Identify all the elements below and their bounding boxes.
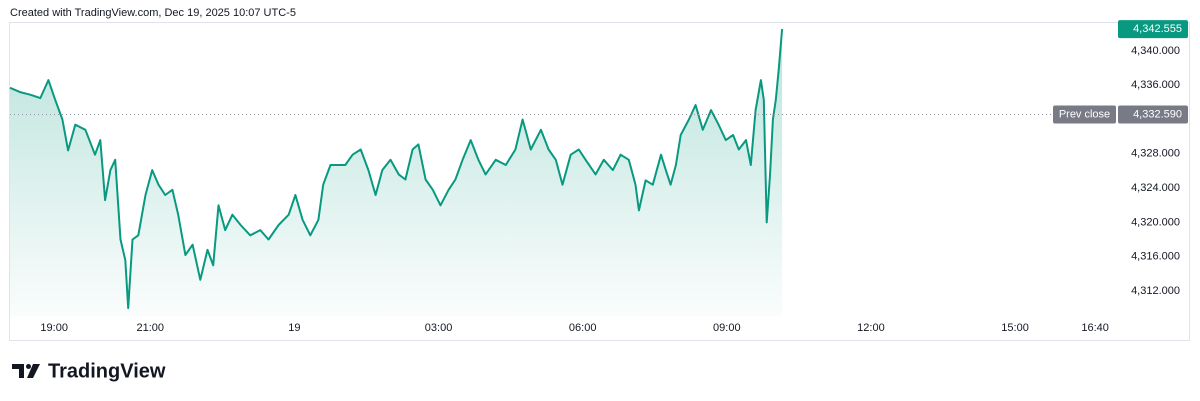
prev-close-value: 4,332.590 bbox=[1133, 108, 1182, 120]
x-tick-label: 19 bbox=[288, 322, 300, 334]
area-fill bbox=[10, 29, 783, 316]
y-tick-label: 4,320.000 bbox=[1131, 216, 1180, 228]
x-tick-label: 21:00 bbox=[137, 322, 165, 334]
y-tick-label: 4,340.000 bbox=[1131, 45, 1180, 57]
x-tick-label: 09:00 bbox=[713, 322, 741, 334]
y-tick-label: 4,336.000 bbox=[1131, 79, 1180, 91]
prev-close-name: Prev close bbox=[1059, 108, 1110, 120]
prev-close-name-box bbox=[1053, 105, 1116, 124]
header: Created with TradingView.com, Dec 19, 20… bbox=[10, 7, 296, 19]
brand-name: TradingView bbox=[48, 360, 166, 382]
x-tick-label: 06:00 bbox=[569, 322, 597, 334]
x-tick-label: 19:00 bbox=[40, 322, 68, 334]
y-tick-label: 4,312.000 bbox=[1131, 285, 1180, 297]
chart-border bbox=[9, 22, 1190, 341]
prev-close-value-box bbox=[1118, 105, 1188, 124]
x-tick-label: 03:00 bbox=[425, 322, 453, 334]
y-tick-label: 4,316.000 bbox=[1131, 251, 1180, 263]
x-tick-label: 12:00 bbox=[857, 322, 885, 334]
last-price-box bbox=[1118, 20, 1188, 39]
x-tick-label: 16:40 bbox=[1081, 322, 1109, 334]
last-price-label: 4,342.555 bbox=[1133, 23, 1182, 35]
y-tick-label: 4,328.000 bbox=[1131, 148, 1180, 160]
brand-logo: TradingView bbox=[12, 360, 166, 382]
price-line bbox=[9, 29, 784, 310]
x-tick-label: 15:00 bbox=[1001, 322, 1029, 334]
y-tick-label: 4,324.000 bbox=[1131, 182, 1180, 194]
